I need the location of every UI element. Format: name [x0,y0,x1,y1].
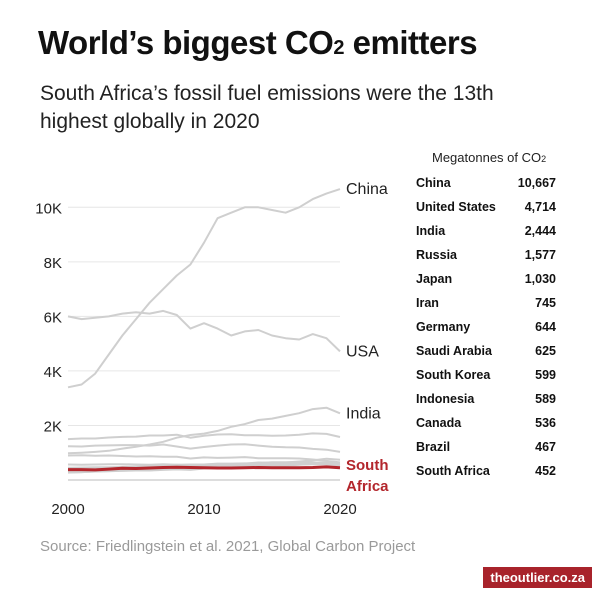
table-row: Brazil 467 [416,436,556,460]
y-tick-label: 6K [44,309,62,326]
series-label: India [346,405,381,422]
table-country: Canada [416,416,462,430]
table-value: 589 [535,392,556,406]
table-value: 745 [535,296,556,310]
emissions-table: China 10,667 United States 4,714 India 2,444 R… [416,172,556,484]
table-country: China [416,176,451,190]
series-line-canada [67,463,341,467]
line-chart: China USA India South Africa 2K 4K 6K 8K 10K 200… [35,181,389,518]
table-country: South Korea [416,368,491,382]
table-value: 599 [535,368,556,382]
table-value: 452 [535,464,556,478]
chart-subtitle: South Africa’s fossil fuel emissions wer… [40,82,494,133]
x-tick-label: 2010 [187,501,220,518]
table-country: Iran [416,296,439,310]
table-row: South Korea 599 [416,364,556,388]
table-row: Russia 1,577 [416,244,556,268]
series-line-india [67,406,341,455]
table-row: China 10,667 [416,172,556,196]
table-country: Brazil [416,440,451,454]
y-tick-label: 10K [35,200,62,217]
series-line-south-africa [68,465,341,472]
table-value: 536 [535,416,556,430]
table-value: 1,030 [524,272,556,286]
table-row: Indonesia 589 [416,388,556,412]
table-value: 625 [535,344,556,358]
x-tick-label: 2000 [51,501,84,518]
y-tick-label: 4K [44,364,62,381]
table-row: Saudi Arabia 625 [416,340,556,364]
table-row: India 2,444 [416,220,556,244]
series-label: USA [346,343,379,360]
series-line-russia [67,432,341,441]
table-country: Indonesia [416,392,475,406]
table-country: Japan [416,272,453,286]
table-row: Iran 745 [416,292,556,316]
x-tick-label: 2020 [323,501,356,518]
series-line-usa [67,309,341,353]
table-row: South Africa 452 [416,460,556,484]
table-country: Germany [416,320,471,334]
series-label: South [346,457,389,474]
table-header: Megatonnes of CO2 [432,150,547,165]
source-note: Source: Friedlingstein et al. 2021, Glob… [40,538,416,555]
table-value: 2,444 [524,224,556,238]
table-value: 644 [535,320,556,334]
series-line-china [67,188,341,389]
table-country: United States [416,200,496,214]
table-country: South Africa [416,464,490,478]
table-value: 10,667 [517,176,556,190]
series-label: China [346,181,388,198]
table-row: Canada 536 [416,412,556,436]
table-value: 4,714 [524,200,556,214]
table-country: Saudi Arabia [416,344,492,358]
chart-title: World’s biggest CO2 emitters [38,24,478,61]
y-tick-label: 2K [44,418,62,435]
table-row: Japan 1,030 [416,268,556,292]
table-value: 467 [535,440,556,454]
y-tick-label: 8K [44,255,62,272]
brand-badge[interactable]: theoutlier.co.za [483,567,592,588]
table-country: India [416,224,446,238]
table-row: Germany 644 [416,316,556,340]
table-value: 1,577 [524,248,556,262]
series-line-japan [67,443,341,453]
table-country: Russia [416,248,457,262]
series-label: Africa [346,478,389,495]
series-line-germany [67,454,341,464]
table-row: United States 4,714 [416,196,556,220]
